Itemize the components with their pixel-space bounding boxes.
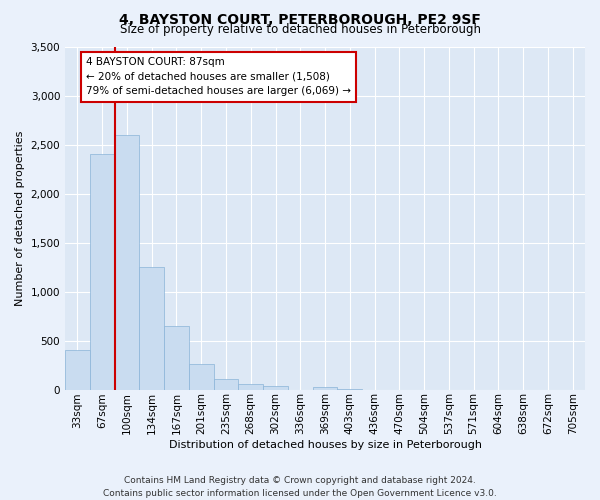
- Bar: [90, 154, 115, 390]
- Bar: [313, 386, 337, 390]
- Text: Contains HM Land Registry data © Crown copyright and database right 2024.
Contai: Contains HM Land Registry data © Crown c…: [103, 476, 497, 498]
- Bar: [164, 326, 189, 390]
- Text: 4 BAYSTON COURT: 87sqm
← 20% of detached houses are smaller (1,508)
79% of semi-: 4 BAYSTON COURT: 87sqm ← 20% of detached…: [86, 57, 351, 96]
- Bar: [263, 386, 288, 390]
- Text: 4, BAYSTON COURT, PETERBOROUGH, PE2 9SF: 4, BAYSTON COURT, PETERBOROUGH, PE2 9SF: [119, 12, 481, 26]
- Y-axis label: Number of detached properties: Number of detached properties: [15, 130, 25, 306]
- Bar: [238, 384, 263, 390]
- X-axis label: Distribution of detached houses by size in Peterborough: Distribution of detached houses by size …: [169, 440, 482, 450]
- Bar: [214, 380, 238, 390]
- Bar: [65, 350, 90, 390]
- Bar: [115, 134, 139, 390]
- Bar: [189, 364, 214, 390]
- Bar: [139, 267, 164, 390]
- Text: Size of property relative to detached houses in Peterborough: Size of property relative to detached ho…: [119, 22, 481, 36]
